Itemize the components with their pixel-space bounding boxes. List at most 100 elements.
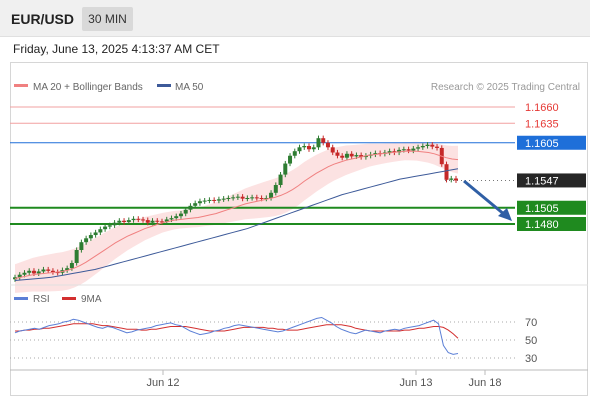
level-label-box xyxy=(517,173,586,188)
candle xyxy=(107,225,112,227)
candle xyxy=(316,138,321,148)
rsi-ma-legend-label: 9MA xyxy=(81,294,102,305)
level-label: 1.1480 xyxy=(525,219,559,231)
candle xyxy=(454,178,458,181)
candle xyxy=(292,151,297,156)
candle xyxy=(65,268,70,271)
candle xyxy=(359,155,364,158)
candle xyxy=(174,216,179,219)
candle xyxy=(169,218,174,220)
rsi-legend-swatch xyxy=(14,297,28,300)
candle xyxy=(449,178,454,180)
candle xyxy=(150,220,155,223)
candle xyxy=(392,151,397,153)
candle xyxy=(212,199,217,201)
timeframe-button[interactable]: 30 MIN xyxy=(82,7,133,31)
ma20-legend-swatch xyxy=(14,84,28,87)
candle xyxy=(221,198,226,200)
rsi-ma-line xyxy=(15,323,459,339)
candle xyxy=(183,209,188,214)
moving-averages xyxy=(14,150,459,282)
candle xyxy=(269,192,274,198)
candle xyxy=(155,220,160,222)
chart-datetime: Friday, June 13, 2025 4:13:37 AM CET xyxy=(13,42,220,56)
level-label-box xyxy=(517,217,586,231)
candle xyxy=(373,153,378,155)
candle xyxy=(103,226,108,230)
candle xyxy=(207,199,212,201)
top-bar: EUR/USD 30 MIN xyxy=(0,0,590,37)
candle xyxy=(84,238,89,243)
candle xyxy=(240,196,245,199)
candle xyxy=(193,203,198,206)
candle xyxy=(88,235,93,239)
x-tick-label: Jun 18 xyxy=(468,377,501,389)
ma20-line xyxy=(14,150,459,280)
candle xyxy=(36,271,41,274)
candle xyxy=(406,149,411,151)
bollinger-band-fill xyxy=(15,141,458,293)
level-label: 1.1547 xyxy=(525,175,559,187)
candle xyxy=(202,200,207,202)
candle xyxy=(98,229,103,233)
level-label-box xyxy=(517,200,586,215)
candle xyxy=(235,196,240,198)
candle xyxy=(69,263,74,269)
level-label-box xyxy=(517,135,586,150)
ma50-line xyxy=(14,168,459,282)
credit-text: Research © 2025 Trading Central xyxy=(431,82,580,93)
ma50-legend-label: MA 50 xyxy=(175,82,204,93)
rsi-legend: RSI 9MA xyxy=(14,294,102,305)
candle xyxy=(430,144,435,147)
candle xyxy=(387,151,392,153)
candle xyxy=(425,144,430,146)
ma20-legend-label: MA 20 + Bollinger Bands xyxy=(33,82,143,93)
candle xyxy=(307,146,311,150)
candle xyxy=(164,219,169,223)
forecast-arrow xyxy=(463,179,512,221)
forecast-arrow-shaft xyxy=(463,179,506,217)
candle xyxy=(325,142,330,148)
rsi-axis-label: 70 xyxy=(525,317,537,329)
candle xyxy=(354,155,359,157)
candle xyxy=(226,198,231,199)
candlesticks xyxy=(13,135,458,282)
candle xyxy=(302,146,307,148)
candle xyxy=(188,205,193,210)
rsi-ma-legend-swatch xyxy=(62,297,76,300)
candle xyxy=(250,197,255,199)
symbol-title: EUR/USD xyxy=(11,11,75,27)
rsi-line xyxy=(14,316,459,355)
x-axis: Jun 12 Jun 13 Jun 18 xyxy=(146,370,502,389)
legend: MA 20 + Bollinger Bands MA 50 Research ©… xyxy=(14,82,580,93)
candle xyxy=(93,232,98,236)
chart-frame xyxy=(10,62,588,396)
candle xyxy=(435,146,440,148)
candle xyxy=(55,272,60,274)
candle xyxy=(264,198,269,199)
candle xyxy=(74,250,79,263)
rsi-pane: 70 50 30 xyxy=(10,316,537,365)
candle xyxy=(397,149,402,153)
candle xyxy=(330,147,335,153)
rsi-legend-label: RSI xyxy=(33,294,50,305)
candle xyxy=(231,197,236,199)
candle xyxy=(27,270,32,273)
candle xyxy=(335,152,340,156)
candle xyxy=(122,220,127,223)
level-label: 1.1635 xyxy=(525,118,559,130)
candle xyxy=(411,148,416,151)
bollinger-bands xyxy=(15,141,458,293)
price-levels xyxy=(10,106,515,225)
candle xyxy=(216,199,221,201)
candle xyxy=(131,218,136,221)
candle xyxy=(112,222,117,226)
candle xyxy=(50,270,55,273)
ma50-legend-swatch xyxy=(157,84,171,87)
candle xyxy=(245,198,250,199)
candle xyxy=(259,198,264,199)
candle xyxy=(340,155,345,158)
candle xyxy=(273,185,278,193)
candle xyxy=(363,155,368,158)
